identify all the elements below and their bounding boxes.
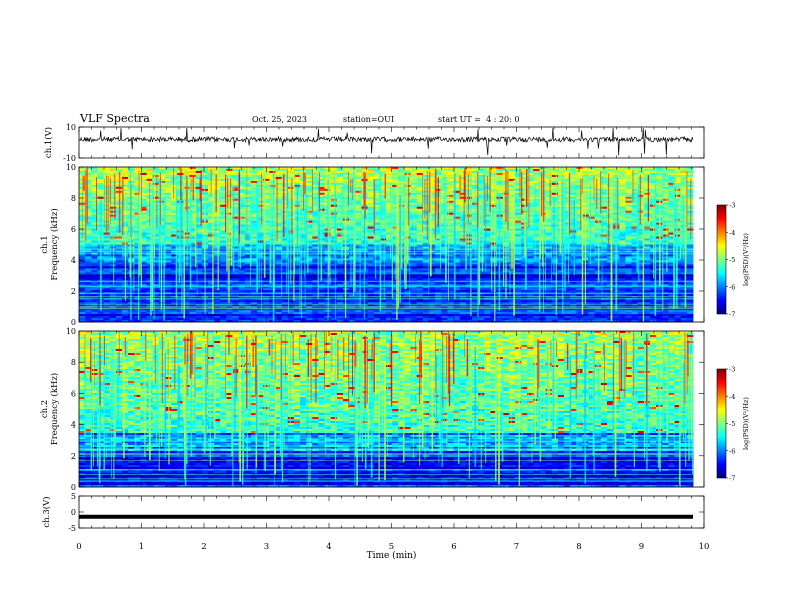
- ch1-spectrogram-ytick-4: 4: [71, 256, 76, 265]
- colorbars: -3 -4 -5 -6 -7 log(PSD)(V²/Hz) -3 -4 -5 -6 -7 log(P…: [716, 202, 750, 483]
- date-label: Oct. 25, 2023: [252, 115, 307, 124]
- time-tick-1: 1: [139, 542, 144, 552]
- ch1-spectrogram-colorbar-label: log(PSD)(V²/Hz): [742, 233, 750, 286]
- ch2-spectrogram-colorbar-tick--6: -6: [729, 447, 735, 455]
- time-tick-9: 9: [639, 542, 644, 552]
- ch1-spectrogram-ytick-2: 2: [71, 287, 76, 296]
- ch1-waveform-ytick-10: 10: [66, 123, 76, 132]
- ch1-waveform-ytick--10: -10: [63, 154, 76, 163]
- ch3-waveform-ytick--5: -5: [68, 524, 76, 533]
- ch2-spectrogram-colorbar: [716, 368, 727, 479]
- ch3-waveform-panel: 5 0 -5 ch.3(V): [41, 492, 705, 533]
- ch3-waveform-ylabel: ch.3(V): [41, 496, 52, 527]
- ch2-spectrogram-ytick-8: 8: [71, 358, 76, 367]
- ch1-spectrogram-panel: 0 2 4 6 8 10 ch.1Frequency (kHz): [40, 163, 705, 327]
- ch1-spectrogram-colorbar-tick--5: -5: [729, 256, 735, 264]
- time-tick-8: 8: [576, 542, 581, 552]
- time-tick-3: 3: [264, 542, 269, 552]
- station-label: station=OUI: [343, 115, 394, 124]
- ch2-spectrogram-ytick-6: 6: [71, 389, 76, 398]
- ch1-waveform-ylabel: ch.1(V): [43, 127, 54, 158]
- start-time-label: start UT = 4 : 20: 0: [438, 115, 520, 124]
- time-tick-2: 2: [201, 542, 206, 552]
- ch2-spectrogram-colorbar-tick--7: -7: [729, 475, 735, 483]
- ch1-spectrogram-ylabel: ch.1Frequency (kHz): [40, 208, 60, 280]
- ch1-spectrogram-ytick-8: 8: [71, 194, 76, 203]
- ch2-spectrogram-colorbar-label: log(PSD)(V²/Hz): [742, 397, 750, 450]
- time-axis-label: Time (min): [367, 550, 417, 561]
- ch2-spectrogram-ytick-0: 0: [71, 483, 76, 492]
- ch2-spectrogram-ylabel: ch.2Frequency (kHz): [40, 373, 60, 445]
- ch2-spectrogram-colorbar-tick--4: -4: [729, 393, 735, 401]
- ch2-spectrogram-ytick-4: 4: [71, 421, 76, 430]
- time-axis: 0 1 2 3 4 5 6 7 8 9 10 Time (min): [76, 542, 709, 561]
- time-tick-4: 4: [326, 542, 331, 552]
- time-tick-7: 7: [514, 542, 519, 552]
- ch1-spectrogram-colorbar-tick--4: -4: [729, 229, 735, 237]
- ch2-spectrogram-ytick-2: 2: [71, 452, 76, 461]
- chart-title: VLF Spectra: [80, 112, 150, 125]
- ch2-spectrogram-colorbar-tick--3: -3: [729, 366, 735, 374]
- ch1-spectrogram-colorbar-tick--7: -7: [729, 311, 735, 319]
- ch1-spectrogram-colorbar-tick--3: -3: [729, 202, 735, 210]
- ch1-waveform-panel: 10 -10 ch.1(V): [43, 123, 705, 163]
- time-tick-0: 0: [76, 542, 81, 552]
- ch2-spectrogram-ytick-10: 10: [66, 327, 76, 336]
- ch2-spectrogram-panel: 0 2 4 6 8 10 ch.2Frequency (kHz): [40, 327, 705, 492]
- ch1-spectrogram-ytick-10: 10: [66, 163, 76, 172]
- time-tick-6: 6: [451, 542, 456, 552]
- ch3-waveform-ytick-0: 0: [71, 508, 76, 517]
- ch1-spectrogram-ytick-0: 0: [71, 318, 76, 327]
- time-tick-5: 5: [389, 542, 394, 552]
- ch2-spectrogram-colorbar-tick--5: -5: [729, 420, 735, 428]
- ch3-waveform-ytick-5: 5: [71, 492, 76, 501]
- time-tick-10: 10: [699, 542, 710, 552]
- ch1-spectrogram-colorbar-tick--6: -6: [729, 283, 735, 291]
- ch1-waveform-trace: [78, 127, 694, 156]
- ch1-spectrogram-colorbar: [716, 204, 727, 315]
- ch1-spectrogram-ytick-6: 6: [71, 225, 76, 234]
